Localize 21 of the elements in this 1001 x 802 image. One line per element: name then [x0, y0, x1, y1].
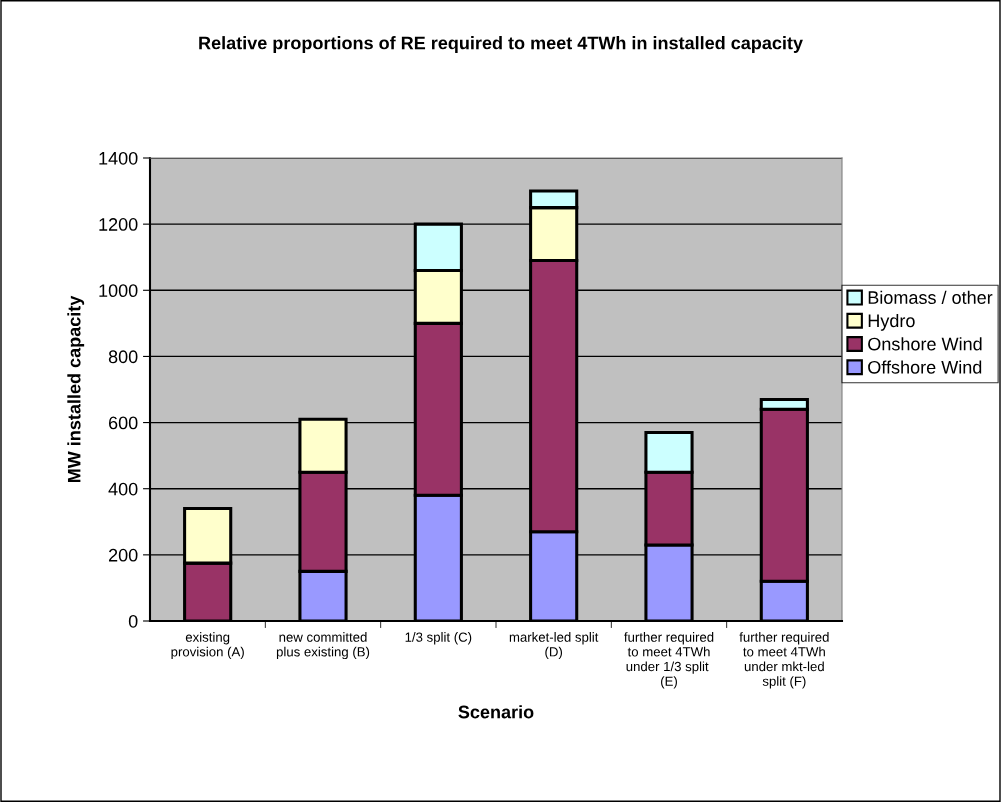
y-axis-title: MW installed capacity	[67, 295, 85, 483]
y-tick-label: 200	[108, 548, 138, 562]
x-tick-label: further required to meet 4TWh under 1/3 split (E)	[624, 632, 714, 689]
legend-label: Hydro	[868, 313, 915, 331]
y-tick-label: 0	[128, 614, 138, 628]
x-tick-label: new committed plus existing (B)	[276, 632, 370, 660]
chart-title: Relative proportions of RE required to meet 4TWh in installed capacity	[199, 36, 803, 53]
x-tick-label: existing provision (A)	[171, 632, 244, 660]
legend-label: Onshore Wind	[868, 337, 982, 351]
x-tick-label: further required to meet 4TWh under mkt-led split (F)	[739, 632, 829, 689]
x-axis-title: Scenario	[458, 705, 534, 719]
y-tick-label: 1000	[99, 284, 138, 298]
y-tick-label: 800	[108, 350, 138, 364]
y-tick-label: 400	[108, 482, 138, 496]
y-tick-label: 1400	[99, 151, 138, 165]
legend-label: Biomass / other	[868, 290, 993, 304]
y-tick-label: 600	[108, 416, 138, 430]
x-tick-label: market-led split (D)	[509, 632, 599, 660]
legend-label: Offshore Wind	[868, 360, 982, 374]
x-tick-label: 1/3 split (C)	[405, 632, 472, 645]
y-tick-label: 1200	[99, 218, 138, 231]
